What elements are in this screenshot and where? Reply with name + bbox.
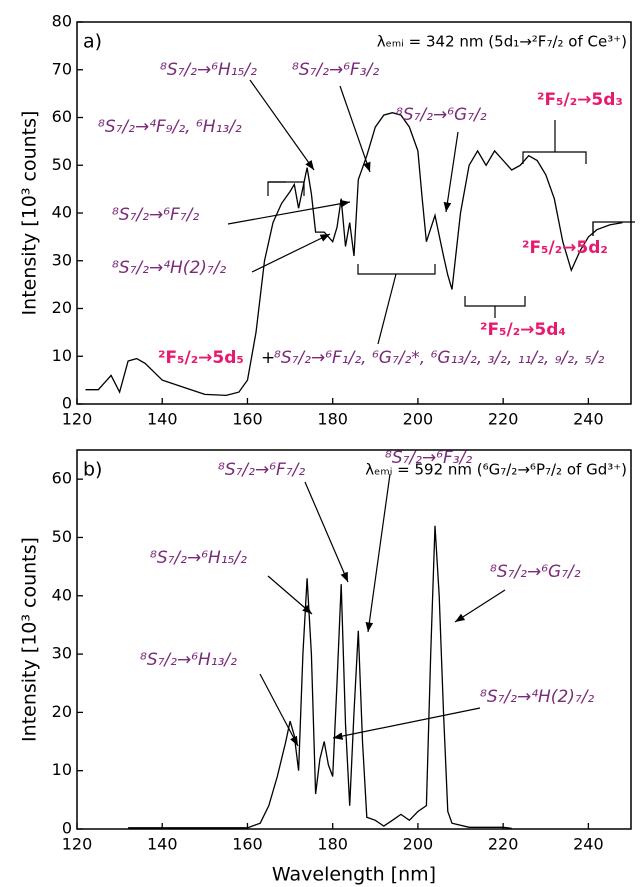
x-tick-label: 200 [403, 835, 434, 854]
annotation: ²F₅/₂→5d₅ [158, 348, 244, 368]
subtitle: λₑₘᵢ = 342 nm (5d₁→²F₇/₂ of Ce³⁺) [377, 33, 627, 51]
plot-frame [76, 449, 632, 830]
x-tick-label: 140 [147, 410, 178, 429]
y-axis-label: Intensity [10³ counts] [19, 111, 41, 316]
x-tick-label: 240 [573, 835, 604, 854]
annotation: ⁸S₇/₂→⁶F₃/₂ [385, 448, 472, 468]
annotation: ⁸S₇/₂→⁶H₁₅/₂ [160, 60, 257, 80]
annotation-arrow [339, 85, 371, 173]
y-tick-label: 20 [52, 702, 72, 721]
x-axis-label: Wavelength [nm] [272, 864, 436, 886]
subtitle: λₑₘᵢ = 592 nm (⁶G₇/₂→⁶P₇/₂ of Gd³⁺) [365, 461, 627, 479]
annotation-arrow [251, 233, 331, 273]
y-tick-label: 10 [52, 346, 72, 365]
y-tick-label: 50 [52, 527, 72, 546]
annotation-arrow [227, 199, 351, 225]
panel-label: b) [83, 459, 102, 481]
panel-label: a) [83, 31, 102, 53]
data-line [128, 525, 512, 830]
annotation-connector [267, 181, 286, 196]
annotation: ⁸S₇/₂→⁶F₇/₂ [218, 460, 305, 480]
annotation-bracket [464, 296, 526, 307]
x-tick-label: 120 [62, 410, 93, 429]
annotation: ²F₅/₂→5d₃ [537, 90, 623, 110]
annotation-arrow [259, 673, 299, 747]
x-tick-label: 220 [488, 410, 519, 429]
y-tick-label: 60 [52, 469, 72, 488]
data-line [85, 112, 623, 397]
annotation: ⁸S₇/₂→⁴H(2)₇/₂ [480, 687, 594, 707]
annotation-bracket [268, 181, 305, 196]
y-tick-label: 10 [52, 760, 72, 779]
annotation-arrow [332, 707, 481, 740]
y-tick-label: 70 [52, 59, 72, 78]
annotation-arrow [304, 481, 349, 583]
annotation: ⁸S₇/₂→⁴F₉/₂, ⁶H₁₃/₂ [98, 117, 242, 137]
annotation: ²F₅/₂→5d₂ [522, 238, 608, 258]
y-tick-label: 20 [52, 298, 72, 317]
y-tick-label: 60 [52, 107, 72, 126]
annotation: ⁸S₇/₂→⁶G₇/₂ [396, 105, 487, 125]
x-tick-label: 180 [317, 835, 348, 854]
y-tick-label: 0 [62, 819, 72, 838]
annotation: ⁸S₇/₂→⁶F₁/₂, ⁶G₇/₂*, ⁶G₁₃/₂, ₃/₂, ₁₁/₂, … [274, 348, 604, 368]
annotation-arrow [365, 473, 391, 633]
annotation-arrow [267, 575, 313, 615]
x-tick-label: 180 [317, 410, 348, 429]
y-tick-label: 0 [62, 394, 72, 413]
x-tick-label: 240 [573, 410, 604, 429]
annotation: ⁸S₇/₂→⁴H(2)₇/₂ [112, 258, 226, 278]
annotation-arrow [249, 79, 315, 171]
y-tick-label: 40 [52, 203, 72, 222]
annotation-bracket [357, 264, 436, 275]
annotation: ⁸S₇/₂→⁶F₃/₂ [292, 60, 379, 80]
annotation: ²F₅/₂→5d₄ [480, 320, 566, 340]
x-tick-label: 140 [147, 835, 178, 854]
x-tick-label: 200 [403, 410, 434, 429]
y-tick-label: 40 [52, 585, 72, 604]
annotation-arrow [454, 589, 506, 623]
x-tick-label: 220 [488, 835, 519, 854]
x-tick-label: 160 [232, 835, 263, 854]
y-tick-label: 30 [52, 644, 72, 663]
y-tick-label: 50 [52, 155, 72, 174]
annotation: ⁸S₇/₂→⁶G₇/₂ [490, 562, 581, 582]
annotation: ⁸S₇/₂→⁶H₁₃/₂ [140, 650, 237, 670]
x-tick-label: 120 [62, 835, 93, 854]
x-tick-label: 160 [232, 410, 263, 429]
annotation: ⁸S₇/₂→⁶F₇/₂ [112, 205, 199, 225]
annotation-connector [377, 273, 397, 345]
y-tick-label: 30 [52, 250, 72, 269]
y-axis-label: Intensity [10³ counts] [19, 537, 41, 742]
annotation: + [261, 348, 275, 368]
annotation: ⁸S₇/₂→⁶H₁₅/₂ [150, 548, 247, 568]
annotation-arrow [443, 131, 459, 213]
y-tick-label: 80 [52, 12, 72, 31]
